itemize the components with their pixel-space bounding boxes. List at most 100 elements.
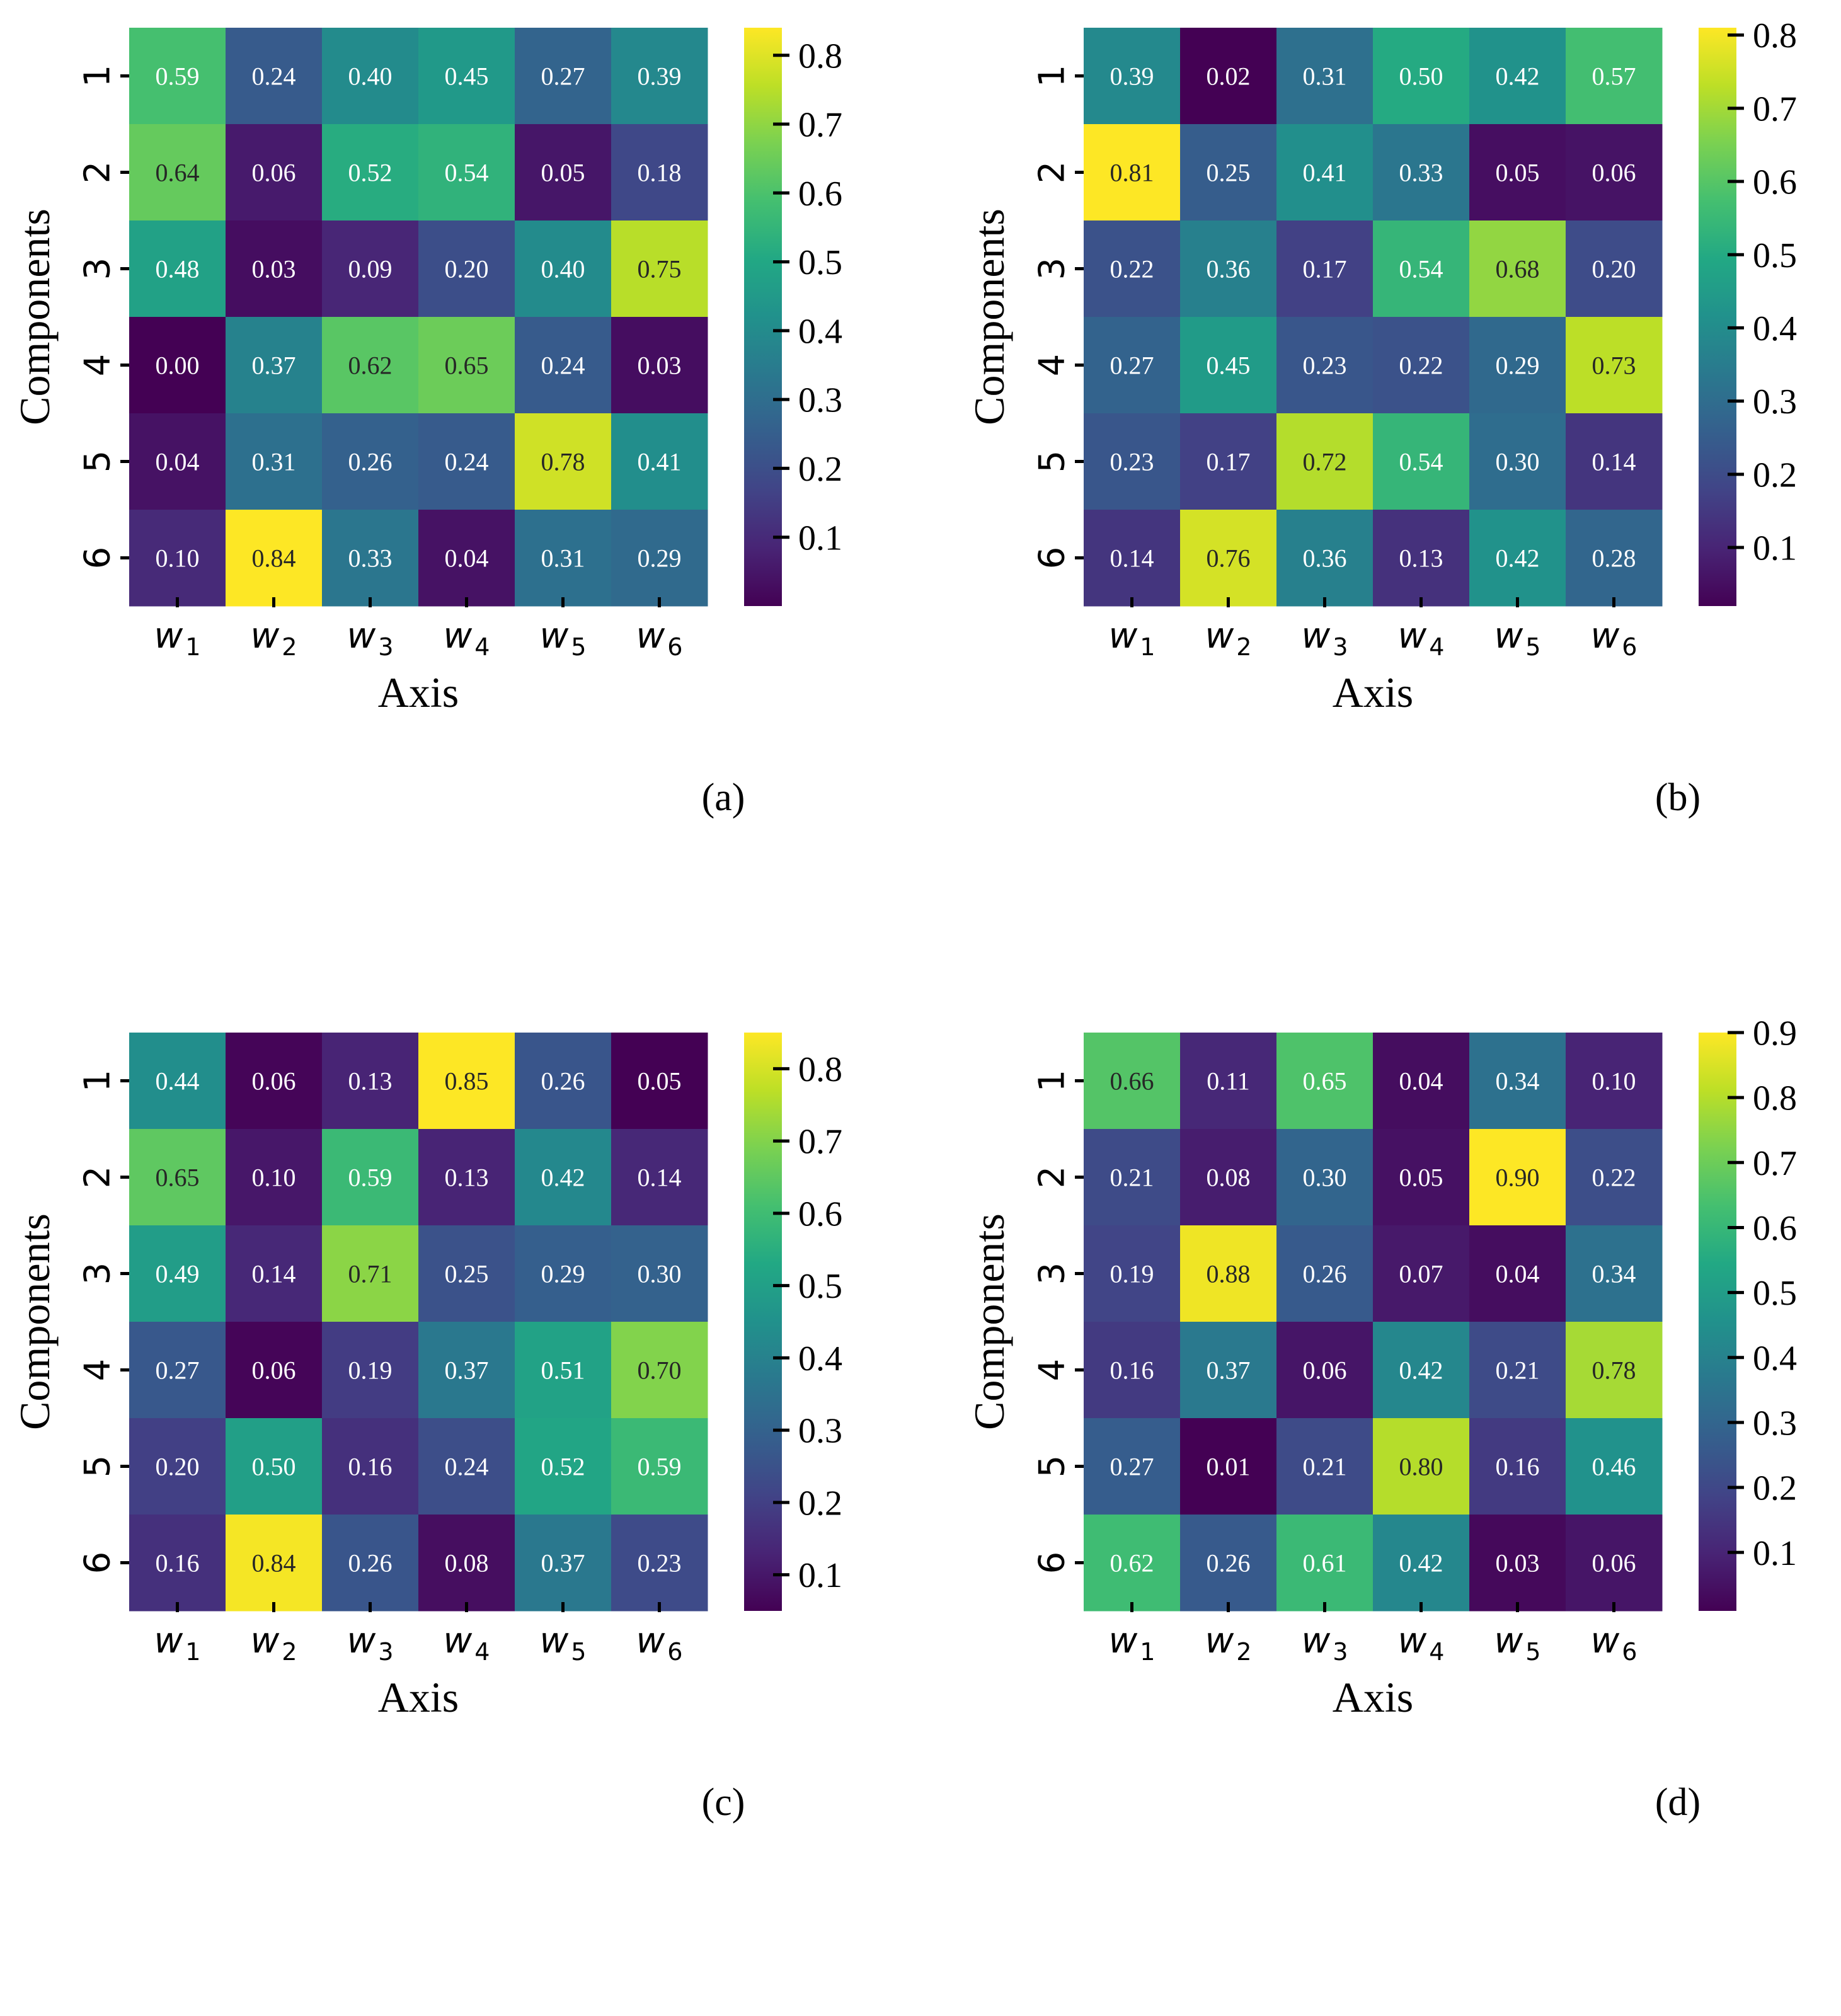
cell-value-label-r1-c1: 0.66 <box>1110 1067 1154 1096</box>
heatmap-cell-r1-c2 <box>226 28 323 125</box>
y-tick-label-4: 4 <box>77 1359 118 1382</box>
heatmap-cell-r4-c4 <box>1373 1322 1470 1419</box>
cell-value-label-r6-c4: 0.08 <box>445 1549 489 1578</box>
cell-value-label-r6-c6: 0.06 <box>1592 1549 1636 1578</box>
cell-value-label-r6-c3: 0.36 <box>1303 544 1347 573</box>
y-tick-label-3: 3 <box>77 1263 118 1285</box>
cell-value-label-r4-c4: 0.42 <box>1399 1356 1443 1385</box>
heatmap-cell-r5-c4 <box>1373 413 1470 510</box>
cell-value-label-r3-c4: 0.07 <box>1399 1260 1443 1288</box>
cell-value-label-r2-c6: 0.22 <box>1592 1164 1636 1192</box>
heatmap-cell-r5-c4 <box>418 1418 515 1515</box>
heatmap-cell-r4-c1 <box>129 317 226 414</box>
cell-value-label-r1-c2: 0.02 <box>1207 62 1251 91</box>
cell-value-label-r2-c5: 0.05 <box>1496 159 1540 187</box>
cell-value-label-r5-c3: 0.21 <box>1303 1453 1347 1481</box>
cell-value-label-r5-c6: 0.59 <box>638 1453 682 1481</box>
colorbar-tick-label-0.3: 0.3 <box>798 1412 842 1451</box>
cell-value-label-r2-c2: 0.10 <box>252 1164 296 1192</box>
colorbar-tick-label-0.8: 0.8 <box>1753 16 1797 55</box>
heatmap-cell-r5-c6 <box>1566 413 1663 510</box>
cell-value-label-r3-c5: 0.29 <box>541 1260 585 1288</box>
heatmap-cell-r1-c6 <box>1566 1033 1663 1130</box>
heatmap-cell-r6-c2 <box>1180 1515 1277 1612</box>
heatmap-cell-r2-c5 <box>515 1129 612 1226</box>
y-tick-label-3: 3 <box>1032 1263 1073 1285</box>
y-tick-label-3: 3 <box>77 258 118 280</box>
cell-value-label-r6-c5: 0.42 <box>1496 544 1540 573</box>
heatmap-cell-r3-c6 <box>1566 220 1663 318</box>
heatmap-cell-r2-c1 <box>1084 124 1181 221</box>
heatmap-cell-r3-c6 <box>1566 1225 1663 1322</box>
heatmap-cell-r6-c1 <box>1084 1515 1181 1612</box>
heatmap-cell-r1-c1 <box>129 1033 226 1130</box>
colorbar-tick-label-0.7: 0.7 <box>1753 1144 1797 1183</box>
cell-value-label-r3-c3: 0.71 <box>348 1260 393 1288</box>
cell-value-label-r5-c6: 0.46 <box>1592 1453 1636 1481</box>
y-axis-label: Components <box>11 209 59 425</box>
heatmap-cell-r1-c2 <box>1180 28 1277 125</box>
cell-value-label-r6-c2: 0.84 <box>252 544 296 573</box>
heatmap-cell-r2-c6 <box>1566 124 1663 221</box>
heatmap-cell-r6-c1 <box>129 510 226 607</box>
colorbar-tick-label-0.2: 0.2 <box>798 450 842 489</box>
heatmap-cell-r1-c2 <box>1180 1033 1277 1130</box>
heatmap-cell-r3-c5 <box>515 220 612 318</box>
cell-value-label-r6-c1: 0.10 <box>156 544 200 573</box>
colorbar <box>1699 28 1736 606</box>
heatmap-cell-r1-c5 <box>1469 28 1566 125</box>
cell-value-label-r5-c1: 0.27 <box>1110 1453 1154 1481</box>
colorbar-tick-label-0.4: 0.4 <box>1753 1339 1797 1378</box>
cell-value-label-r2-c5: 0.90 <box>1496 1164 1540 1192</box>
y-tick-label-2: 2 <box>1032 1166 1073 1189</box>
cell-value-label-r3-c6: 0.20 <box>1592 255 1636 284</box>
heatmap-cell-r2-c5 <box>515 124 612 221</box>
heatmap-cell-r2-c1 <box>1084 1129 1181 1226</box>
heatmap-cell-r5-c1 <box>129 1418 226 1515</box>
heatmap-cell-r2-c6 <box>611 124 708 221</box>
cell-value-label-r6-c2: 0.26 <box>1207 1549 1251 1578</box>
cell-value-label-r5-c4: 0.80 <box>1399 1453 1443 1481</box>
cell-value-label-r4-c5: 0.51 <box>541 1356 585 1385</box>
cell-value-label-r4-c1: 0.27 <box>156 1356 200 1385</box>
cell-value-label-r6-c1: 0.62 <box>1110 1549 1154 1578</box>
heatmap-cell-r1-c4 <box>1373 1033 1470 1130</box>
cell-value-label-r1-c5: 0.42 <box>1496 62 1540 91</box>
cell-value-label-r2-c3: 0.30 <box>1303 1164 1347 1192</box>
heatmap-cell-r2-c2 <box>226 1129 323 1226</box>
cell-value-label-r2-c2: 0.25 <box>1207 159 1251 187</box>
heatmap-cell-r5-c3 <box>1276 413 1374 510</box>
cell-value-label-r4-c3: 0.19 <box>348 1356 393 1385</box>
cell-value-label-r2-c2: 0.06 <box>252 159 296 187</box>
x-axis-label: Axis <box>1333 1673 1413 1721</box>
heatmap-cell-r2-c2 <box>1180 1129 1277 1226</box>
colorbar-tick-label-0.9: 0.9 <box>1753 1014 1797 1053</box>
heatmap-cell-r6-c5 <box>515 1515 612 1612</box>
panel-label: (c) <box>702 1781 745 1824</box>
heatmap-cell-r2-c1 <box>129 1129 226 1226</box>
y-tick-label-5: 5 <box>1032 1455 1073 1478</box>
heatmap-cell-r6-c5 <box>1469 1515 1566 1612</box>
heatmap-cell-r1-c1 <box>1084 28 1181 125</box>
heatmap-cell-r3-c4 <box>1373 220 1470 318</box>
cell-value-label-r1-c5: 0.27 <box>541 62 585 91</box>
heatmap-cell-r6-c6 <box>611 510 708 607</box>
colorbar-tick-label-0.1: 0.1 <box>1753 1534 1797 1573</box>
heatmap-cell-r3-c4 <box>418 1225 515 1322</box>
colorbar-tick-label-0.1: 0.1 <box>1753 529 1797 568</box>
y-tick-label-6: 6 <box>77 547 118 570</box>
colorbar-tick-label-0.3: 0.3 <box>798 381 842 420</box>
cell-value-label-r6-c3: 0.26 <box>348 1549 393 1578</box>
heatmap-cell-r4-c6 <box>1566 317 1663 414</box>
cell-value-label-r1-c3: 0.31 <box>1303 62 1347 91</box>
cell-value-label-r4-c6: 0.78 <box>1592 1356 1636 1385</box>
heatmap-cell-r6-c3 <box>322 510 419 607</box>
